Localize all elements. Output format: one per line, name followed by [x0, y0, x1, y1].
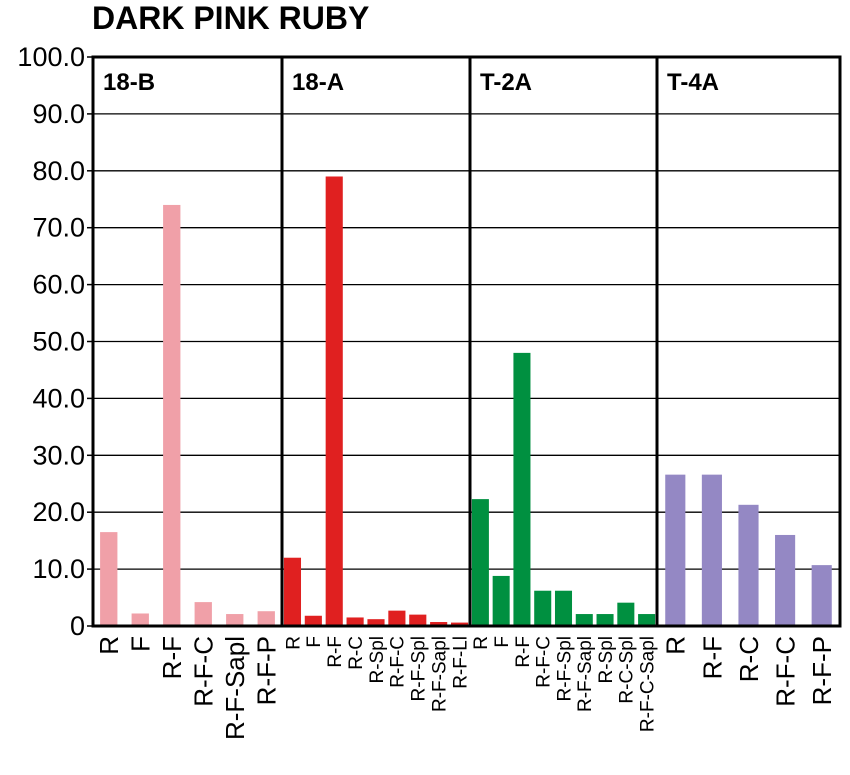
x-tick-label: R: [94, 636, 124, 655]
bar-T-4A-R-C: [738, 504, 759, 626]
y-tick-label: 50.0: [32, 327, 85, 357]
bar-18-A-F: [304, 615, 322, 626]
panel-label-T-4A: T-4A: [667, 69, 719, 96]
gridlines: [93, 113, 840, 570]
x-tick-label: R-F-Ll: [450, 636, 471, 689]
y-tick-label: 90.0: [32, 99, 85, 129]
y-tick-label: 100.0: [17, 42, 85, 72]
y-tick-label: 20.0: [32, 497, 85, 527]
bar-18-B-R-F-P: [257, 611, 275, 626]
bar-18-A-R-F-Spl: [409, 614, 427, 626]
y-tick-label: 60.0: [32, 270, 85, 300]
y-tick-label: 80.0: [32, 156, 85, 186]
bar-T-4A-R-F-P: [811, 565, 832, 626]
bars: [100, 176, 832, 627]
bar-18-A-R: [283, 557, 302, 626]
bar-T-2A-R-F-Sapl: [575, 614, 593, 626]
x-tick-label: R-F-C: [770, 636, 800, 707]
panel-labels: 18-B 18-A T-2A T-4A: [103, 69, 719, 96]
bar-18-A-R-F-Sapl: [430, 622, 448, 626]
bar-18-B-R-F-C: [194, 602, 212, 626]
bar-T-2A-R-F-Spl: [554, 590, 573, 626]
bar-T-4A-R: [665, 474, 686, 626]
bar-18-A-R-Spl: [367, 619, 385, 626]
x-tick-label: R-F: [157, 636, 187, 679]
x-tick-label: R-C-Spl: [617, 636, 638, 704]
x-tick-label: R-F-Sapl: [220, 636, 250, 740]
x-tick-label: R-F: [697, 636, 727, 679]
chart-title: DARK PINK RUBY: [92, 0, 370, 36]
bar-18-B-R: [100, 532, 118, 626]
panel-label-T-2A: T-2A: [480, 69, 532, 96]
x-tick-label: R-F-C: [388, 636, 409, 688]
bar-T-2A-R-F-C-Sapl: [638, 614, 656, 626]
bar-T-2A-R-F: [513, 352, 531, 626]
bar-18-B-R-F: [163, 204, 181, 626]
bar-18-A-R-F: [325, 176, 343, 627]
bar-T-2A-F: [492, 575, 510, 626]
x-tick-label: R-Spl: [367, 636, 388, 684]
bar-18-B-F: [131, 613, 149, 626]
bar-18-A-R-C: [346, 617, 364, 626]
bar-18-B-R-F-Sapl: [226, 614, 244, 626]
x-tick-label: F: [304, 636, 325, 648]
x-tick-label: R-F-Sapl: [575, 636, 596, 712]
x-tick-label: R-F-P: [807, 636, 837, 705]
bar-18-A-R-F-Ll: [450, 622, 469, 626]
x-tick-label: F: [126, 636, 156, 652]
y-axis: 0 10.0 20.0 30.0 40.0 50.0 60.0 70.0 80.0 90.0 100…: [17, 42, 93, 641]
y-tick-label: 0: [70, 611, 85, 641]
x-tick-label: R-F-C-Sapl: [637, 636, 658, 732]
y-tick-label: 70.0: [32, 213, 85, 243]
bar-T-2A-R-F-C: [534, 590, 552, 626]
x-axis: R F R-F R-F-C R-F-Sapl R-F-P R F R-F R-C R-Spl R-F-…: [94, 636, 837, 740]
bar-T-4A-R-F-C: [775, 534, 796, 626]
bar-T-2A-R-Spl: [596, 614, 614, 626]
bar-T-4A-R-F: [701, 474, 722, 626]
x-tick-label: R-F-Sapl: [430, 636, 451, 712]
x-tick-label: F: [492, 636, 513, 648]
x-tick-label: R-F-P: [252, 636, 282, 705]
x-tick-label: R-F-C: [189, 636, 219, 707]
y-tick-label: 40.0: [32, 383, 85, 413]
bar-T-2A-R-C-Spl: [617, 602, 635, 626]
x-tick-label: R-F-Spl: [409, 636, 430, 701]
x-tick-label: R-C: [346, 636, 367, 670]
x-tick-label: R-F: [325, 636, 346, 668]
panel-label-18-B: 18-B: [103, 69, 155, 96]
x-tick-label: R-F-C: [534, 636, 555, 688]
x-tick-label: R: [661, 636, 691, 655]
x-tick-label: R: [471, 636, 492, 650]
bar-18-A-R-F-C: [388, 610, 406, 626]
x-tick-label: R-C: [734, 636, 764, 682]
x-tick-label: R-Spl: [596, 636, 617, 684]
y-tick-label: 30.0: [32, 440, 85, 470]
panel-label-18-A: 18-A: [292, 69, 344, 96]
bar-T-2A-R: [471, 499, 489, 626]
x-tick-label: R-F: [513, 636, 534, 668]
x-tick-label: R: [283, 636, 304, 650]
y-tick-label: 10.0: [32, 554, 85, 584]
x-tick-label: R-F-Spl: [554, 636, 575, 701]
